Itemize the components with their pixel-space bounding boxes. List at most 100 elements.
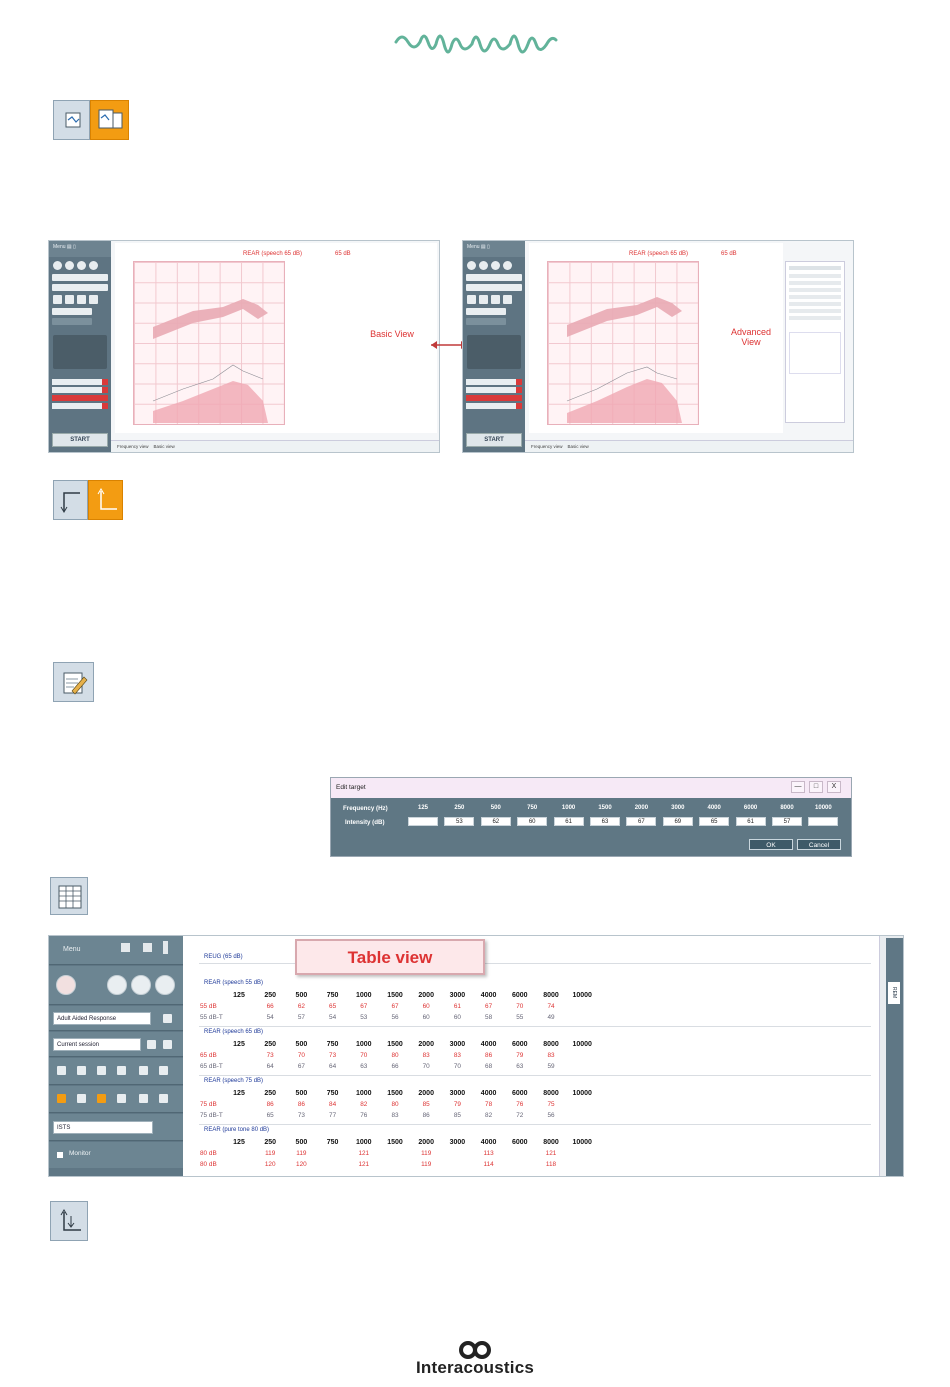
intensity-input[interactable]: 65 — [699, 817, 730, 826]
arrow-mode-icon[interactable] — [131, 975, 151, 995]
table-cell: 67 — [391, 1003, 399, 1010]
session-select[interactable] — [466, 284, 522, 291]
frequency-cell: 500 — [295, 1041, 308, 1048]
intensity-input[interactable]: 62 — [480, 817, 511, 826]
ear-tool-icon[interactable] — [57, 1066, 66, 1075]
advanced-view-icon — [98, 109, 123, 129]
lightning-icon[interactable] — [155, 975, 175, 995]
intensity-input[interactable] — [808, 817, 839, 826]
frequency-cell: 6000 — [512, 1041, 528, 1048]
stimulus-select[interactable]: ISTS — [53, 1121, 153, 1134]
frequency-cell: 250 — [264, 992, 277, 999]
intensity-input[interactable]: 60 — [517, 817, 548, 826]
table-view-icon[interactable] — [97, 1094, 106, 1103]
stimulus-select[interactable] — [52, 308, 92, 315]
intensity-input[interactable]: 57 — [772, 817, 802, 826]
edit-target-icon[interactable] — [117, 1094, 126, 1103]
axis-flip-icon[interactable] — [139, 1094, 148, 1103]
response-select[interactable] — [52, 274, 108, 281]
frequency-cell: 1500 — [387, 1090, 403, 1097]
curve-tab-4[interactable] — [52, 403, 108, 409]
curve-tab-4[interactable] — [466, 403, 522, 409]
session-select[interactable]: Current session — [53, 1038, 141, 1051]
frequency-cell: 8000 — [543, 1139, 559, 1146]
globe-tool-icon[interactable] — [97, 1066, 106, 1075]
frequency-view-radio[interactable]: Frequency view — [117, 444, 149, 449]
intensity-input[interactable]: 53 — [444, 817, 475, 826]
table-cell: 76 — [360, 1112, 368, 1119]
curve-tab-1[interactable] — [466, 379, 522, 385]
start-button[interactable]: START — [52, 433, 108, 447]
frequency-header-cell: 10000 — [815, 805, 832, 811]
basic-view-button[interactable] — [53, 100, 90, 140]
curve-tab-3[interactable] — [52, 395, 108, 401]
basic-view-radio[interactable]: Basic view — [153, 444, 175, 449]
probe-image — [53, 335, 107, 369]
cancel-button[interactable]: Cancel — [797, 839, 841, 850]
settings-icon[interactable] — [163, 1014, 172, 1023]
intensity-input[interactable]: 61 — [553, 817, 584, 826]
table-cell: 120 — [264, 1161, 276, 1168]
tools-row-2 — [49, 1086, 183, 1113]
brand-logo-icon — [459, 1341, 491, 1359]
right-scroll-panel[interactable]: REM — [879, 936, 903, 1176]
row-label: 65 dB-T — [200, 1063, 223, 1070]
axis-icon[interactable] — [77, 1094, 86, 1103]
frequency-header-cell: 4000 — [707, 805, 721, 811]
table-cell: 119 — [265, 1150, 276, 1157]
curve-tab-2[interactable] — [466, 387, 522, 393]
print-icon[interactable] — [121, 943, 130, 952]
intensity-input[interactable] — [408, 817, 438, 826]
maximize-button[interactable]: □ — [809, 781, 823, 793]
intensity-input[interactable]: 67 — [626, 817, 657, 826]
probe-tube-icon[interactable] — [139, 1066, 148, 1075]
stimulus-select[interactable] — [466, 308, 506, 315]
frequency-cell: 3000 — [449, 1090, 466, 1097]
table-cell: 83 — [391, 1112, 399, 1119]
ear-icon[interactable] — [56, 975, 76, 995]
close-button[interactable]: X — [827, 781, 841, 793]
frequency-view-radio[interactable]: Frequency view — [531, 444, 563, 449]
monitor-checkbox[interactable] — [52, 318, 92, 325]
table-cell: 54 — [329, 1014, 337, 1021]
monitor-checkbox[interactable] — [466, 318, 506, 325]
basic-view-radio[interactable]: Basic view — [567, 444, 589, 449]
double-arrow — [431, 341, 467, 349]
axis-flip-button[interactable] — [88, 480, 123, 520]
axis-view-button[interactable] — [53, 480, 88, 520]
probe-tool-icon[interactable] — [77, 1066, 86, 1075]
save-icon[interactable] — [143, 943, 152, 952]
session-select[interactable] — [52, 284, 108, 291]
intensity-input[interactable]: 69 — [662, 817, 693, 826]
frequency-header-cell: 1000 — [561, 805, 576, 811]
start-button[interactable]: START — [466, 433, 522, 447]
edit-target-button[interactable] — [53, 662, 94, 702]
axis-flip-view-button[interactable] — [50, 1201, 88, 1241]
curve-tab-1[interactable] — [52, 379, 108, 385]
curve-mode-icon[interactable] — [107, 975, 127, 995]
minimize-button[interactable]: — — [791, 781, 805, 793]
rem-tab[interactable]: REM — [888, 982, 900, 1004]
hearing-aid-icon[interactable] — [117, 1066, 126, 1075]
intensity-input[interactable]: 63 — [590, 817, 620, 826]
session-icon-2[interactable] — [163, 1040, 172, 1049]
intensity-input[interactable]: 61 — [735, 817, 766, 826]
monitor-checkbox[interactable] — [57, 1152, 63, 1158]
menu-bar: Menu — [49, 936, 183, 965]
frequency-cell: 4000 — [480, 992, 497, 999]
curve-tab-2[interactable] — [52, 387, 108, 393]
table-view-button[interactable] — [50, 877, 88, 915]
curve-tab-3[interactable] — [466, 395, 522, 401]
ok-button[interactable]: OK — [749, 839, 793, 850]
response-select[interactable]: Adult Aided Response — [53, 1012, 151, 1025]
basic-view-icon[interactable] — [57, 1094, 66, 1103]
frequency-cell: 500 — [295, 1139, 308, 1146]
session-icon-1[interactable] — [147, 1040, 156, 1049]
audio-icon[interactable] — [159, 1094, 168, 1103]
callout-line-1: Advanced — [730, 327, 772, 337]
compare-icon[interactable] — [159, 1066, 168, 1075]
response-select[interactable] — [466, 274, 522, 281]
bookmark-icon[interactable] — [163, 941, 168, 954]
advanced-view-button[interactable] — [90, 100, 129, 140]
menu-label[interactable]: Menu — [63, 946, 81, 953]
